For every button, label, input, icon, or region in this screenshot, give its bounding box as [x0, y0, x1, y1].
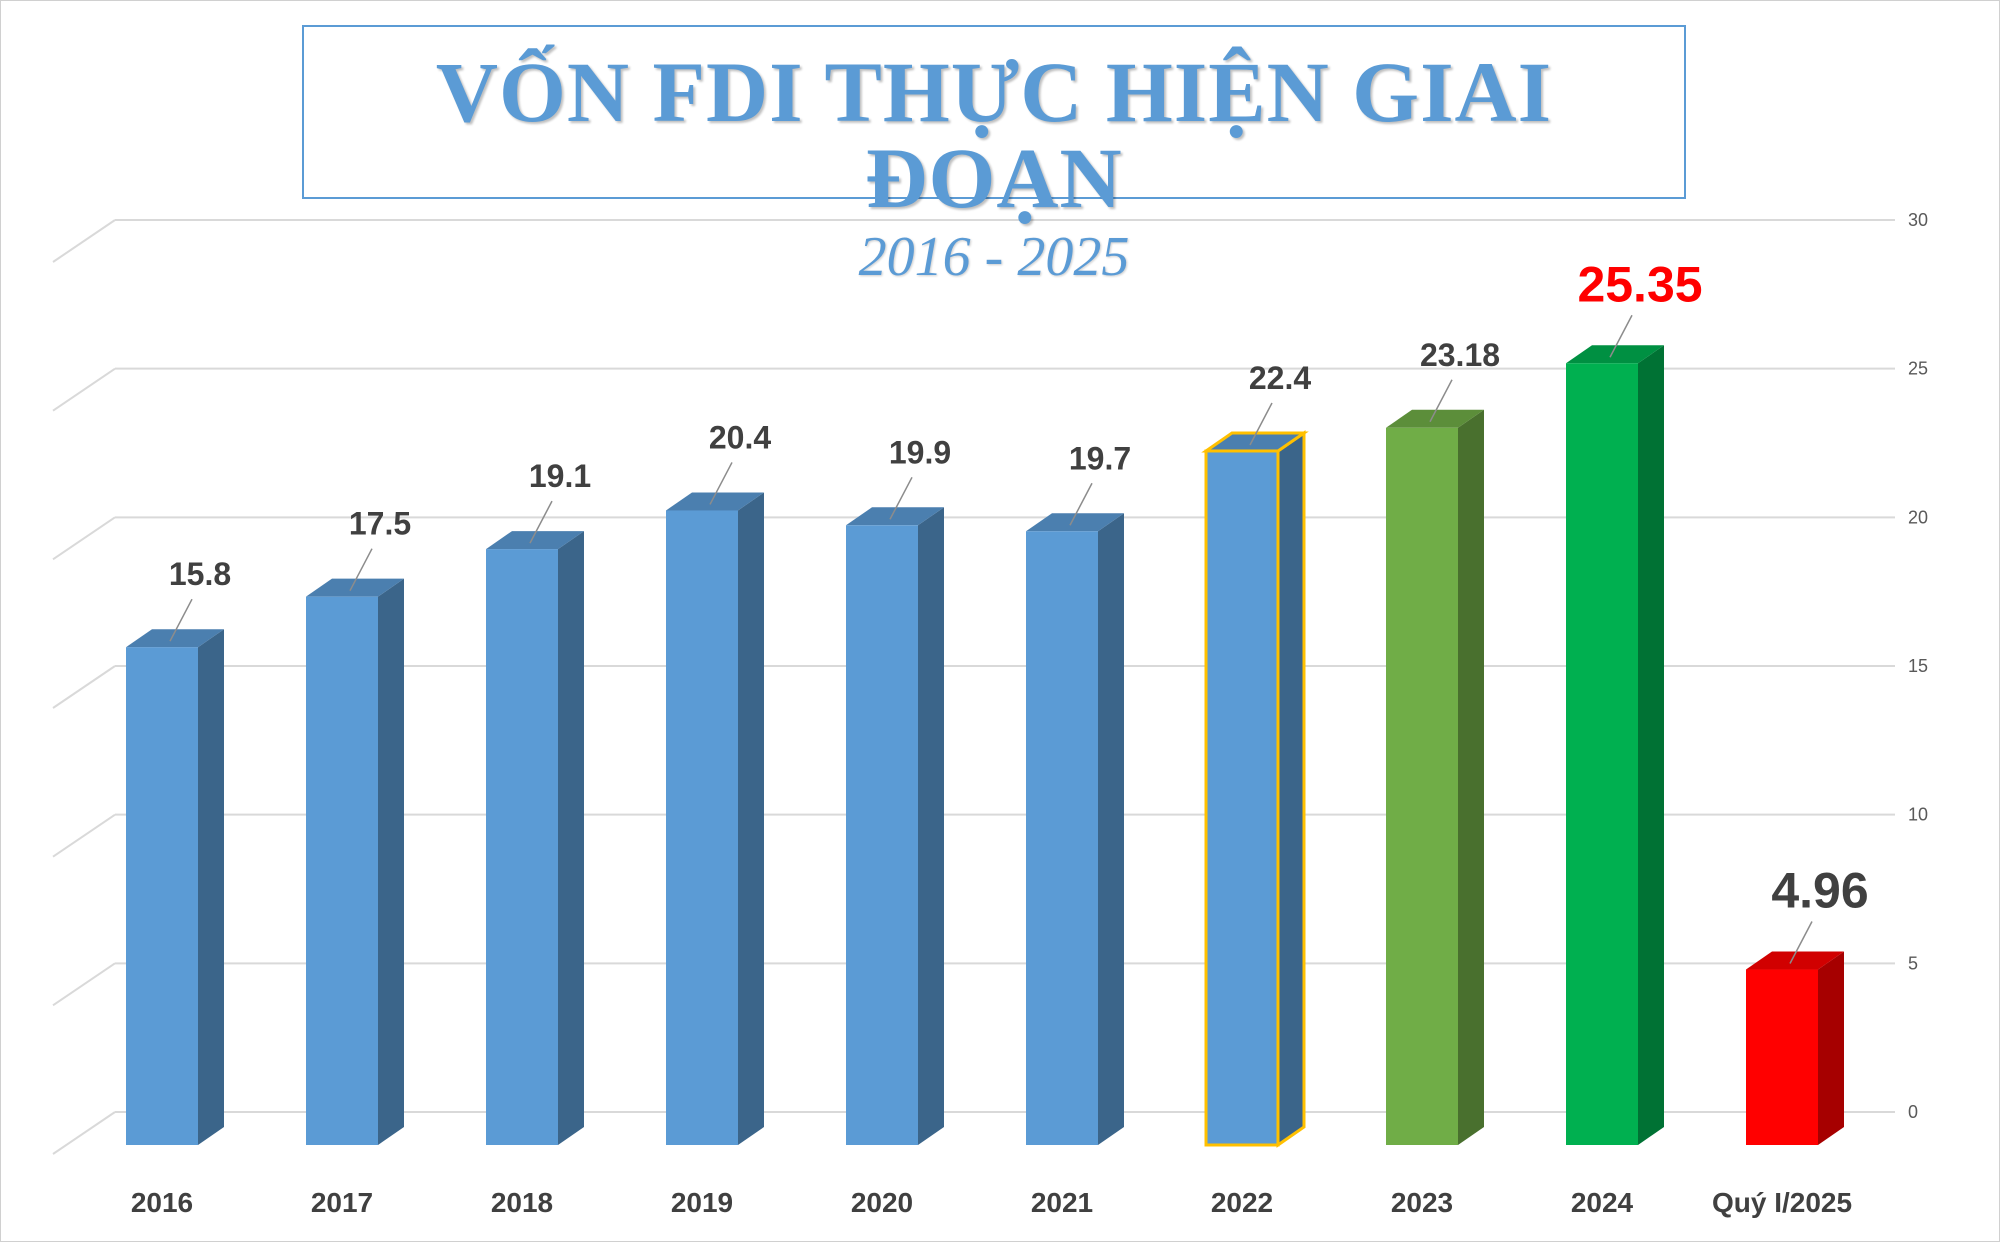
bar — [1746, 969, 1818, 1145]
bar-top — [846, 507, 944, 526]
y-tick-label: 20 — [1908, 507, 1928, 527]
bar — [1566, 363, 1638, 1145]
label-leader-line — [889, 476, 913, 520]
x-tick-label: 2020 — [851, 1187, 913, 1218]
bars — [126, 345, 1844, 1148]
data-label: 15.8 — [169, 556, 231, 592]
bar-side — [1458, 409, 1484, 1145]
bar — [1386, 427, 1458, 1145]
bar-top — [486, 531, 584, 550]
gridline-depth — [52, 219, 116, 263]
bar-side — [558, 531, 584, 1145]
x-axis-labels: 2016 2017 2018 2019 2020 2021 2022 2023 2024 Quý … — [131, 1187, 1852, 1218]
bar-side — [1818, 951, 1844, 1145]
data-label: 25.35 — [1577, 256, 1702, 312]
label-leader-line — [1429, 379, 1453, 423]
x-tick-label: 2022 — [1211, 1187, 1273, 1218]
y-tick-label: 25 — [1908, 359, 1928, 379]
data-label: 22.4 — [1249, 360, 1311, 396]
x-tick-label: 2021 — [1031, 1187, 1093, 1218]
bar-top — [126, 629, 224, 648]
bar — [1204, 449, 1280, 1147]
chart-title: VỐN FDI THỰC HIỆN GIAI ĐOẠN — [435, 44, 1553, 226]
bar-side — [1098, 513, 1124, 1145]
bar — [126, 647, 198, 1145]
bar — [666, 510, 738, 1145]
data-label: 4.96 — [1771, 863, 1868, 919]
y-axis-ticks: 0 5 10 15 20 25 30 — [1908, 210, 1928, 1122]
x-tick-label: Quý I/2025 — [1712, 1187, 1852, 1218]
x-tick-label: 2018 — [491, 1187, 553, 1218]
bar-side — [1638, 345, 1664, 1145]
bar-side — [1276, 430, 1306, 1148]
label-leader-line — [709, 462, 733, 505]
bar-top — [306, 578, 404, 597]
bar-top — [1386, 409, 1484, 428]
bar-side — [918, 507, 944, 1146]
y-tick-label: 0 — [1908, 1102, 1918, 1122]
x-tick-label: 2016 — [131, 1187, 193, 1218]
data-label: 17.5 — [349, 506, 411, 542]
y-tick-label: 10 — [1908, 805, 1928, 825]
bar-top — [1026, 513, 1124, 532]
data-label: 19.9 — [889, 434, 951, 470]
bar-side — [738, 492, 764, 1145]
label-leader-line — [1249, 402, 1273, 446]
label-leader-line — [169, 598, 193, 642]
gridline-depth — [52, 813, 116, 858]
title-box: VỐN FDI THỰC HIỆN GIAI ĐOẠN 2016 - 2025 — [302, 25, 1686, 285]
x-tick-label: 2019 — [671, 1187, 733, 1218]
gridline-depth — [52, 665, 116, 709]
bar — [846, 525, 918, 1145]
bar — [486, 549, 558, 1145]
bar-side — [378, 578, 404, 1145]
bar — [1026, 531, 1098, 1145]
data-label: 19.7 — [1069, 440, 1131, 476]
label-leader-line — [349, 548, 373, 592]
label-leader-line — [1609, 314, 1633, 358]
bar-top — [1746, 951, 1844, 970]
data-label: 23.18 — [1420, 337, 1500, 373]
x-tick-label: 2023 — [1391, 1187, 1453, 1218]
y-tick-label: 5 — [1908, 953, 1918, 973]
bar — [306, 596, 378, 1145]
y-tick-label: 15 — [1908, 656, 1928, 676]
label-leader-line — [1069, 482, 1093, 526]
label-leader-line — [1789, 921, 1813, 964]
gridline-depth — [52, 1111, 116, 1155]
x-tick-label: 2024 — [1571, 1187, 1634, 1218]
data-label: 20.4 — [709, 419, 771, 455]
bar-top — [1566, 345, 1664, 364]
gridline-depth — [52, 516, 116, 561]
data-label: 19.1 — [529, 458, 591, 494]
gridline-depth — [52, 962, 116, 1007]
bar-top — [666, 492, 764, 511]
data-labels: 15.8 17.5 19.1 20.4 19.9 19.7 22.4 23.18 25.35 4.… — [169, 256, 1869, 964]
chart-subtitle: 2016 - 2025 — [858, 226, 1130, 288]
gridline-depth — [52, 367, 116, 412]
y-tick-label: 30 — [1908, 210, 1928, 230]
label-leader-line — [529, 500, 553, 544]
x-tick-label: 2017 — [311, 1187, 373, 1218]
bar-side — [198, 629, 224, 1145]
